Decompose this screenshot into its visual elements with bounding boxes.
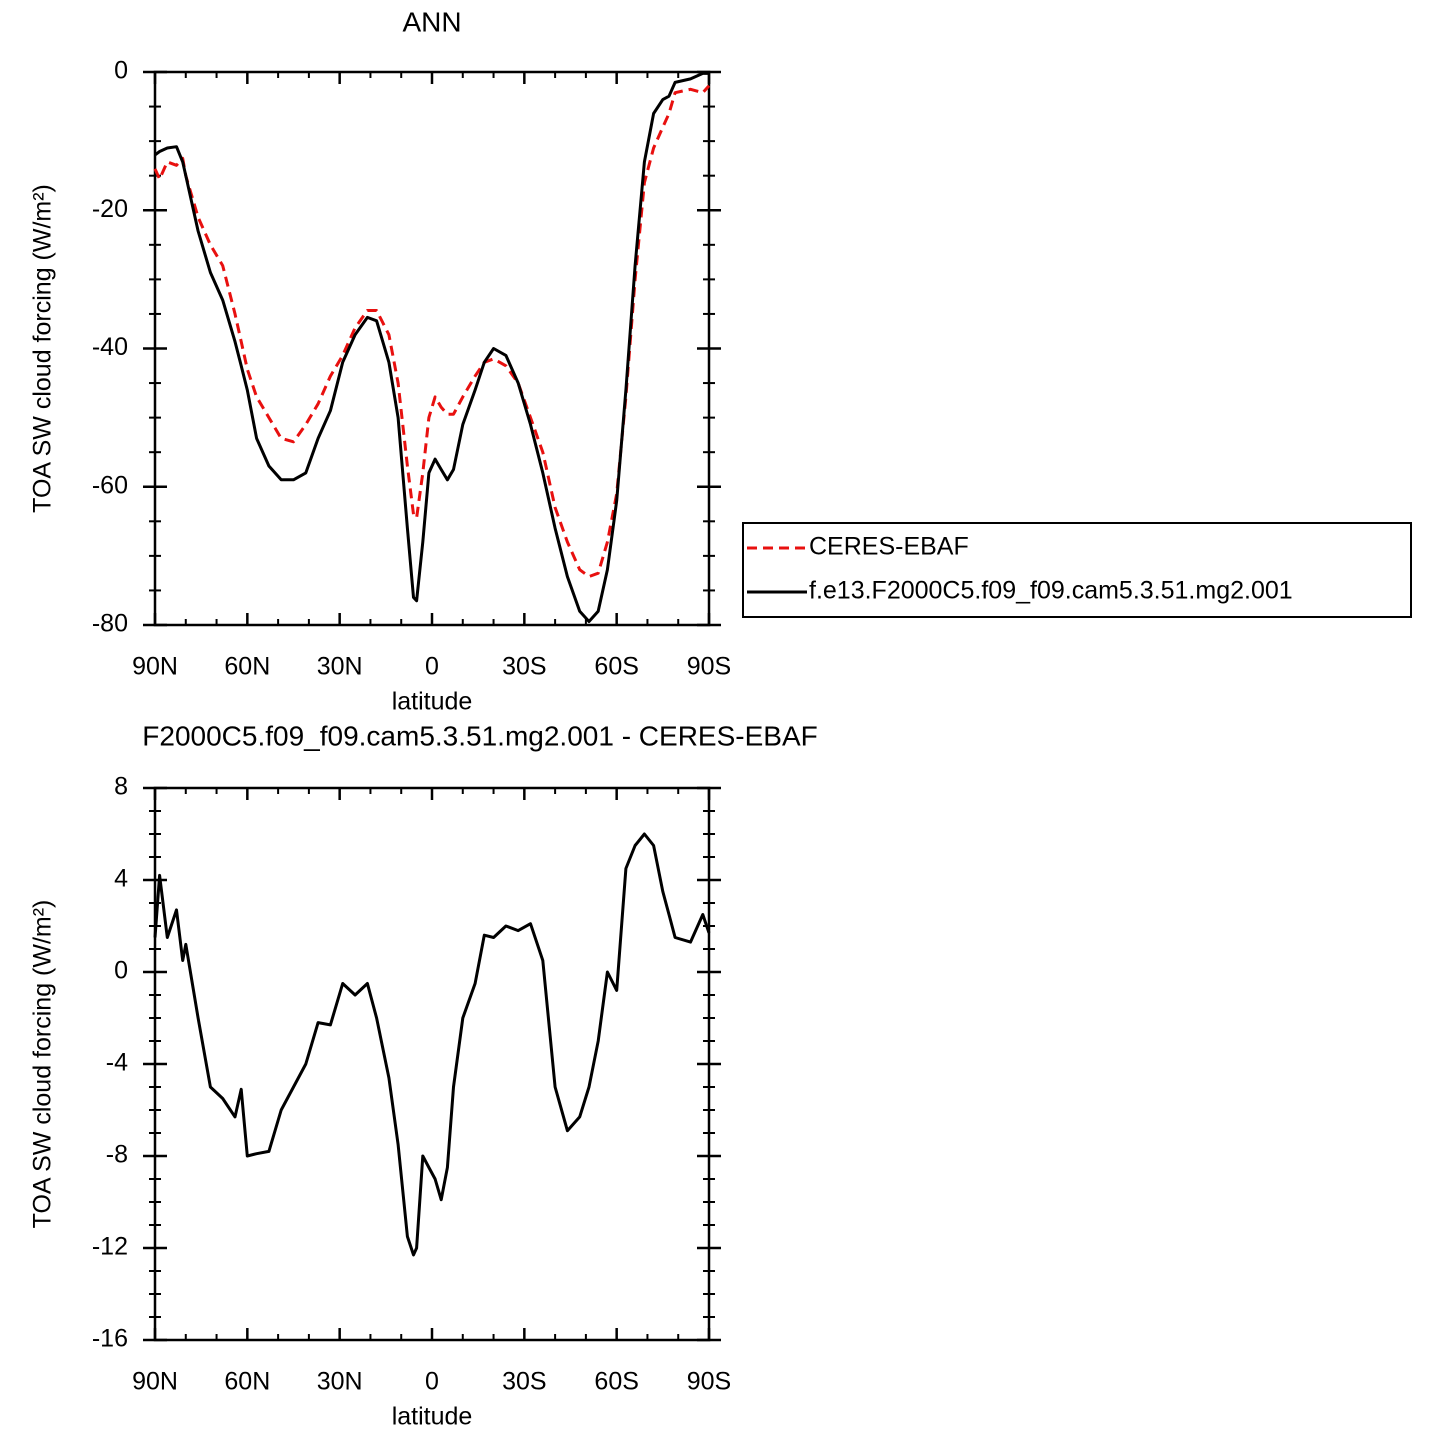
x-tick-label: 0	[425, 1368, 439, 1396]
x-axis-label: latitude	[392, 1403, 473, 1431]
y-tick-label: -8	[106, 1141, 128, 1169]
data-line	[153, 84, 711, 579]
y-tick-label: -20	[92, 195, 128, 223]
y-tick-label: 0	[114, 957, 128, 985]
x-tick-label: 30S	[502, 653, 546, 681]
data-line	[154, 71, 709, 623]
legend-label: CERES-EBAF	[809, 533, 969, 561]
chart-title: ANN	[402, 6, 461, 37]
x-tick-label: 90N	[132, 1368, 178, 1396]
data-line	[153, 832, 711, 1257]
y-tick-label: -80	[92, 610, 128, 638]
x-tick-label: 60N	[224, 653, 270, 681]
x-axis-label: latitude	[392, 688, 473, 716]
x-tick-label: 60S	[594, 1368, 638, 1396]
x-tick-label: 30N	[317, 1368, 363, 1396]
y-tick-label: 4	[114, 865, 128, 893]
x-tick-label: 60S	[594, 653, 638, 681]
y-axis-label: TOA SW cloud forcing (W/m²)	[29, 184, 57, 513]
x-tick-label: 30N	[317, 653, 363, 681]
x-tick-label: 90S	[687, 653, 731, 681]
x-tick-label: 0	[425, 653, 439, 681]
legend-box	[742, 522, 1412, 618]
x-tick-label: 90N	[132, 653, 178, 681]
y-tick-label: -16	[92, 1325, 128, 1353]
y-tick-label: -12	[92, 1233, 128, 1261]
legend-label: f.e13.F2000C5.f09_f09.cam5.3.51.mg2.001	[809, 577, 1293, 605]
y-tick-label: 8	[114, 773, 128, 801]
y-tick-label: -60	[92, 471, 128, 499]
x-tick-label: 90S	[687, 1368, 731, 1396]
x-tick-label: 30S	[502, 1368, 546, 1396]
y-tick-label: -40	[92, 333, 128, 361]
y-tick-label: -4	[106, 1049, 128, 1077]
y-axis-label: TOA SW cloud forcing (W/m²)	[29, 900, 57, 1229]
x-tick-label: 60N	[224, 1368, 270, 1396]
chart-title: F2000C5.f09_f09.cam5.3.51.mg2.001 - CERE…	[142, 720, 817, 751]
y-tick-label: 0	[114, 57, 128, 85]
